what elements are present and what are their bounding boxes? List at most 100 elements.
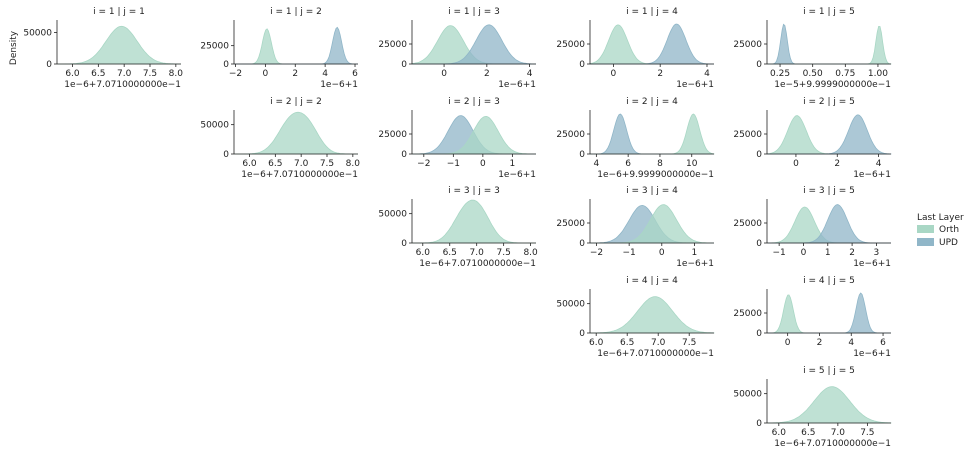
- y-tick-label: 50000: [200, 121, 229, 131]
- x-tick-label: 4: [527, 69, 533, 79]
- x-offset-label: 1e−6+7.0710000000e−1: [774, 439, 891, 449]
- x-tick-label: 1.00: [868, 69, 888, 79]
- x-tick-label: −2: [590, 248, 603, 258]
- x-tick-label: 7.5: [320, 159, 334, 169]
- facet-panel: i = 5 | j = 5 6.0 6.5 7.0 7.5 0 50000 1e−6+7.07…: [733, 366, 892, 449]
- y-tick-label: 0: [756, 419, 762, 429]
- y-tick-label: 25000: [556, 130, 585, 140]
- x-tick-label: 2: [657, 69, 663, 79]
- legend-label-orth: Orth: [939, 225, 959, 235]
- x-offset-label: 1e−5+9.9999000000e−1: [774, 80, 891, 90]
- x-tick-label: 4: [704, 69, 710, 79]
- y-tick-label: 0: [223, 60, 229, 70]
- x-tick-label: 0: [480, 159, 486, 169]
- panel-title: i = 2 | j = 4: [626, 97, 678, 107]
- y-tick-label: 0: [756, 60, 762, 70]
- density-area-orth: [412, 115, 536, 155]
- x-offset-label: 1e−6+1: [498, 170, 536, 180]
- x-tick-label: 0: [785, 338, 791, 348]
- x-tick-label: 1: [510, 159, 516, 169]
- density-area-orth: [57, 25, 181, 65]
- x-tick-label: 3: [874, 248, 880, 258]
- density-area-orth: [590, 204, 714, 244]
- x-tick-label: 4: [876, 159, 882, 169]
- x-tick-label: 1: [692, 248, 698, 258]
- x-tick-label: −2: [229, 69, 242, 79]
- facet-panel: i = 4 | j = 4 6.0 6.5 7.0 7.5 0 50000 1e−6+7.07…: [556, 276, 715, 359]
- x-offset-label: 1e−6+1: [320, 80, 358, 90]
- x-tick-label: 6.0: [589, 338, 604, 348]
- facet-panel: i = 3 | j = 3 6.0 6.5 7.0 7.5 8.0 0 50000 1e−6+7…: [378, 186, 538, 269]
- x-tick-label: 7.0: [117, 69, 132, 79]
- x-tick-label: 0.25: [770, 69, 790, 79]
- density-area-orth: [766, 386, 892, 424]
- density-area-orth: [767, 294, 891, 334]
- x-offset-label: 1e−6+7.0710000000e−1: [241, 170, 358, 180]
- x-tick-label: 0: [801, 248, 807, 258]
- x-tick-label: 6: [625, 159, 631, 169]
- density-area-orth: [412, 199, 536, 244]
- panel-title: i = 1 | j = 4: [626, 7, 678, 17]
- legend-swatch-orth: [917, 225, 934, 233]
- y-tick-label: 0: [579, 150, 585, 160]
- x-offset-label: 1e−6+7.0710000000e−1: [419, 259, 536, 269]
- panel-title: i = 1 | j = 3: [448, 7, 500, 17]
- x-tick-label: 6.0: [65, 69, 80, 79]
- x-tick-label: 6: [880, 338, 886, 348]
- facet-panel: i = 2 | j = 5 0 2 4 0 25000 1e−6+1: [733, 97, 892, 180]
- x-tick-label: −1: [623, 248, 636, 258]
- panel-title: i = 1 | j = 2: [270, 7, 322, 17]
- x-tick-label: 8.0: [346, 159, 361, 169]
- density-area-upd: [767, 23, 891, 65]
- x-tick-label: 7.0: [651, 338, 666, 348]
- x-tick-label: 6.5: [91, 69, 105, 79]
- x-tick-label: 6.0: [242, 159, 257, 169]
- panel-title: i = 4 | j = 5: [803, 276, 855, 286]
- x-tick-label: 0: [441, 69, 447, 79]
- x-tick-label: 4: [322, 69, 328, 79]
- x-tick-label: 1: [825, 248, 831, 258]
- x-tick-label: 6.5: [801, 428, 815, 438]
- facet-panel: i = 3 | j = 5 −1 0 1 2 3 0 25000 1e−6+1: [733, 186, 891, 269]
- facet-panel: i = 1 | j = 1 6.0 6.5 7.0 7.5 8.0 0 50000 1e−6+7…: [23, 7, 183, 90]
- y-tick-label: 0: [756, 329, 762, 339]
- y-tick-label: 25000: [556, 219, 585, 229]
- x-tick-label: 7.0: [470, 248, 485, 258]
- x-tick-label: 6.0: [416, 248, 431, 258]
- x-tick-label: 6: [352, 69, 358, 79]
- x-tick-label: 4: [848, 338, 854, 348]
- x-tick-label: −2: [417, 159, 430, 169]
- y-tick-label: 25000: [556, 40, 585, 50]
- panel-title: i = 1 | j = 5: [803, 7, 855, 17]
- y-tick-label: 0: [579, 60, 585, 70]
- facet-panel: i = 2 | j = 3 −2 −1 0 1 0 25000 1e−6+1: [378, 97, 536, 180]
- y-tick-label: 0: [579, 239, 585, 249]
- y-tick-label: 25000: [733, 309, 762, 319]
- x-offset-label: 1e−6+7.0710000000e−1: [597, 349, 714, 359]
- x-tick-label: 8.0: [169, 69, 184, 79]
- x-tick-label: −1: [447, 159, 460, 169]
- y-tick-label: 0: [46, 60, 52, 70]
- x-tick-label: 8.0: [523, 248, 538, 258]
- y-tick-label: 25000: [733, 219, 762, 229]
- y-tick-label: 25000: [733, 40, 762, 50]
- x-tick-label: 0: [793, 159, 799, 169]
- y-tick-label: 0: [756, 239, 762, 249]
- panel-title: i = 3 | j = 3: [448, 186, 500, 196]
- x-tick-label: 2: [817, 338, 823, 348]
- facet-grid: i = 1 | j = 1 6.0 6.5 7.0 7.5 8.0 0 50000 1e−6+7…: [23, 7, 892, 449]
- x-offset-label: 1e−6+1: [676, 80, 714, 90]
- x-tick-label: 6.5: [620, 338, 634, 348]
- legend-label-upd: UPD: [939, 238, 958, 248]
- facet-panel: i = 1 | j = 5 0.25 0.50 0.75 1.00 0 25000 1e−5+…: [733, 7, 892, 90]
- y-tick-label: 0: [401, 239, 407, 249]
- y-tick-label: 50000: [556, 300, 585, 310]
- x-offset-label: 1e−6+1: [853, 170, 891, 180]
- facet-panel: i = 2 | j = 2 6.0 6.5 7.0 7.5 8.0 0 50000 1e−6+7…: [200, 97, 360, 180]
- x-tick-label: 6.5: [443, 248, 457, 258]
- x-tick-label: 7.5: [143, 69, 157, 79]
- facet-panel: i = 4 | j = 5 0 2 4 6 0 25000 1e−6+1: [733, 276, 891, 359]
- x-tick-label: 0.75: [835, 69, 855, 79]
